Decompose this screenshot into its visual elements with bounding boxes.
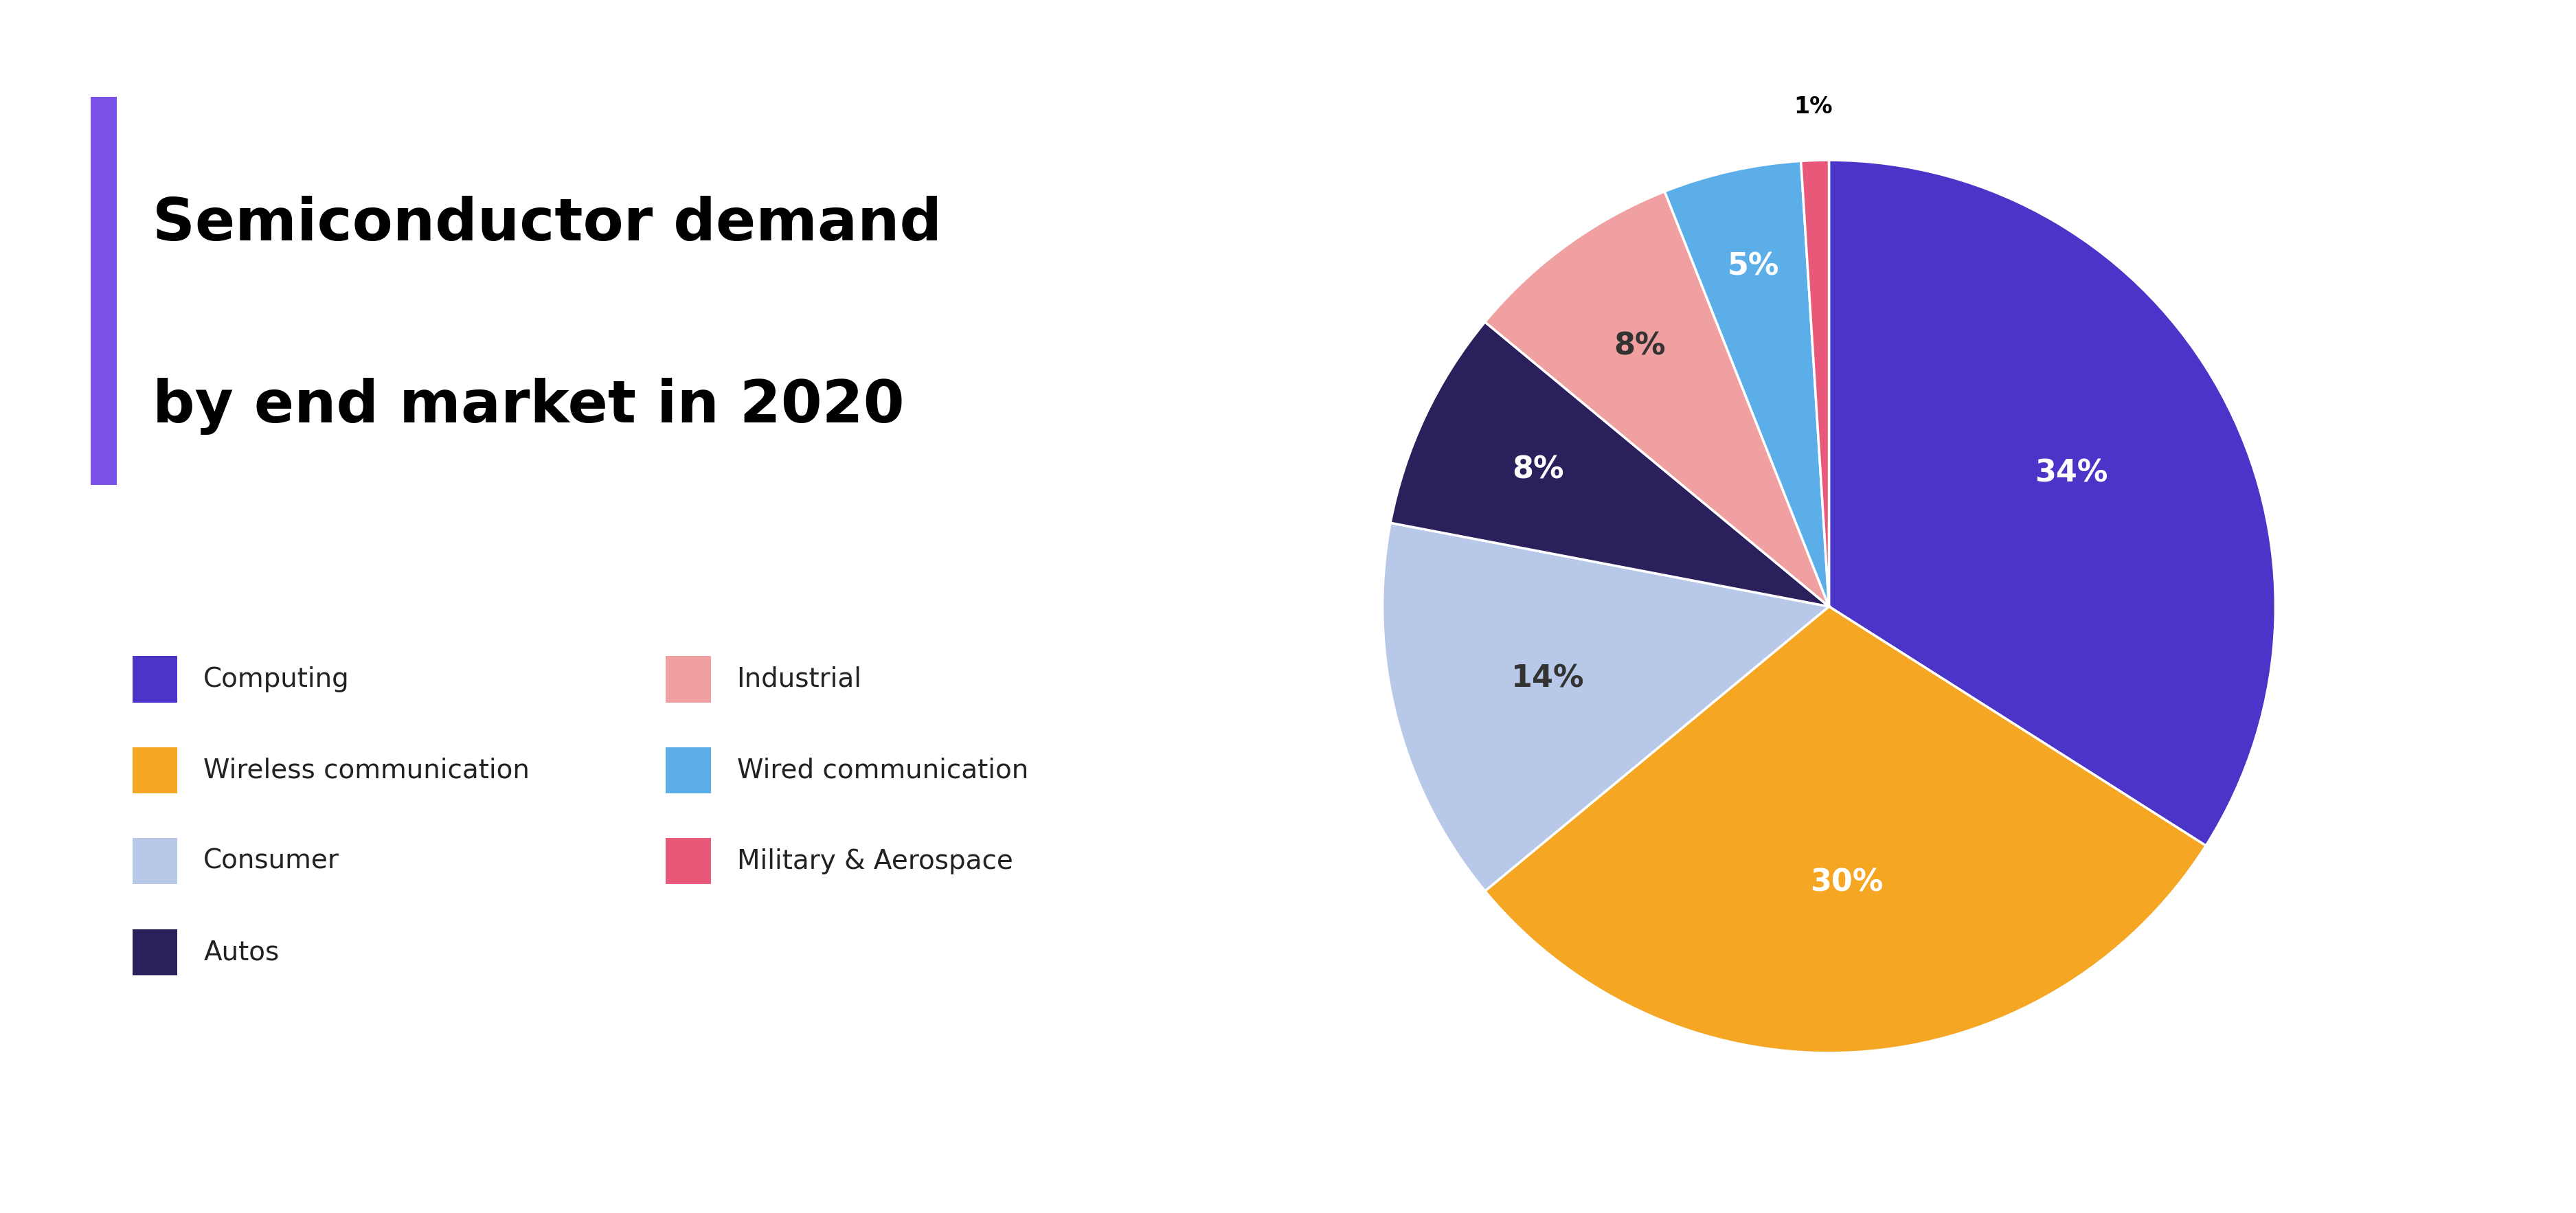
- Text: Industrial: Industrial: [737, 666, 863, 693]
- Text: Military & Aerospace: Military & Aerospace: [737, 848, 1012, 875]
- FancyBboxPatch shape: [665, 747, 711, 793]
- FancyBboxPatch shape: [131, 929, 178, 975]
- Wedge shape: [1383, 523, 1829, 892]
- FancyBboxPatch shape: [131, 838, 178, 884]
- Text: 1%: 1%: [1793, 96, 1832, 118]
- Wedge shape: [1829, 160, 2275, 845]
- Text: Wireless communication: Wireless communication: [204, 757, 531, 784]
- Wedge shape: [1484, 192, 1829, 606]
- Text: 30%: 30%: [1811, 869, 1883, 898]
- Text: by end market in 2020: by end market in 2020: [152, 378, 904, 434]
- FancyBboxPatch shape: [131, 747, 178, 793]
- Text: Wired communication: Wired communication: [737, 757, 1028, 784]
- Text: 8%: 8%: [1512, 455, 1564, 484]
- Text: Autos: Autos: [204, 939, 278, 966]
- FancyBboxPatch shape: [665, 838, 711, 884]
- Wedge shape: [1801, 160, 1829, 606]
- Wedge shape: [1391, 321, 1829, 606]
- FancyBboxPatch shape: [665, 656, 711, 702]
- FancyBboxPatch shape: [90, 97, 116, 485]
- Text: Computing: Computing: [204, 666, 350, 693]
- Text: 34%: 34%: [2035, 459, 2107, 488]
- Text: Consumer: Consumer: [204, 848, 340, 875]
- Text: Semiconductor demand: Semiconductor demand: [152, 197, 943, 252]
- Wedge shape: [1484, 606, 2205, 1053]
- Text: 8%: 8%: [1615, 331, 1667, 361]
- Text: 14%: 14%: [1512, 664, 1584, 694]
- FancyBboxPatch shape: [131, 656, 178, 702]
- Text: 5%: 5%: [1726, 252, 1780, 281]
- Wedge shape: [1664, 161, 1829, 606]
